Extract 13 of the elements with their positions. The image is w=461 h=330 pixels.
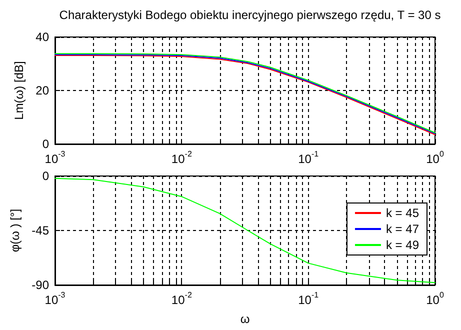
y-tick-label: -45 [32,224,50,238]
y-tick-label: -90 [32,278,50,292]
y-tick-label: 0 [42,169,50,183]
y-tick-label: 20 [36,84,50,98]
y-tick-label: 0 [42,137,50,151]
legend-label: k = 49 [386,238,420,252]
x-axis-title: ω [240,312,250,326]
y-axis-title: φ(ω ) [°] [8,208,22,252]
legend-label: k = 45 [386,206,420,220]
legend-label: k = 47 [386,222,420,236]
chart-title: Charakterystyki Bodego obiektu inercyjnego pierwszego rzędu, T = 30 s [59,8,441,22]
y-tick-label: 40 [36,30,50,44]
y-axis-title: Lm(ω) [dB] [12,61,26,120]
